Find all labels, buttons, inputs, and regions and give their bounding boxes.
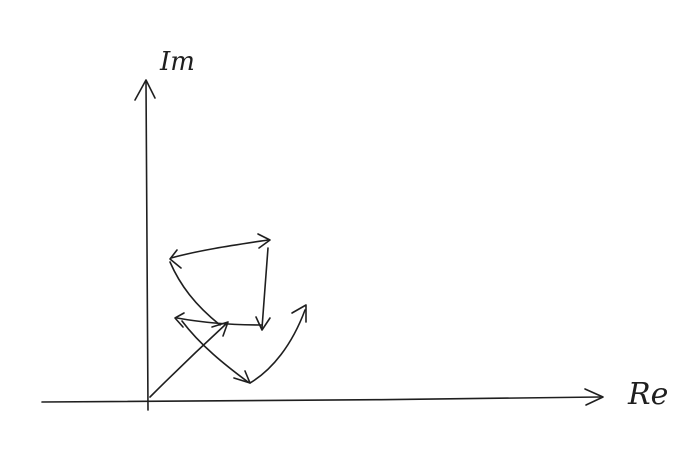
right-rising-arrow [249, 309, 306, 384]
origin-vector [149, 323, 227, 398]
left-diagonal-arrow [169, 261, 221, 326]
origin-vector-arrowhead [211, 321, 229, 337]
imag-axis-label: Im [159, 47, 195, 77]
top-curve-arrow [170, 239, 269, 259]
top-curve-arrowhead-left [169, 249, 182, 269]
real-axis-line [41, 396, 601, 403]
middle-left-arrow [176, 317, 263, 326]
real-axis-label: Re [627, 377, 668, 412]
right-rising-arrowhead [291, 304, 307, 323]
down-curve [181, 320, 249, 383]
real-axis-arrowhead [584, 388, 604, 406]
right-down-arrowhead [255, 316, 271, 331]
right-down-arrow [261, 247, 269, 329]
imag-axis-line [145, 81, 149, 411]
top-curve-arrowhead-right [257, 233, 271, 249]
middle-left-arrowhead [174, 312, 185, 328]
imag-axis-arrowhead [134, 79, 156, 101]
